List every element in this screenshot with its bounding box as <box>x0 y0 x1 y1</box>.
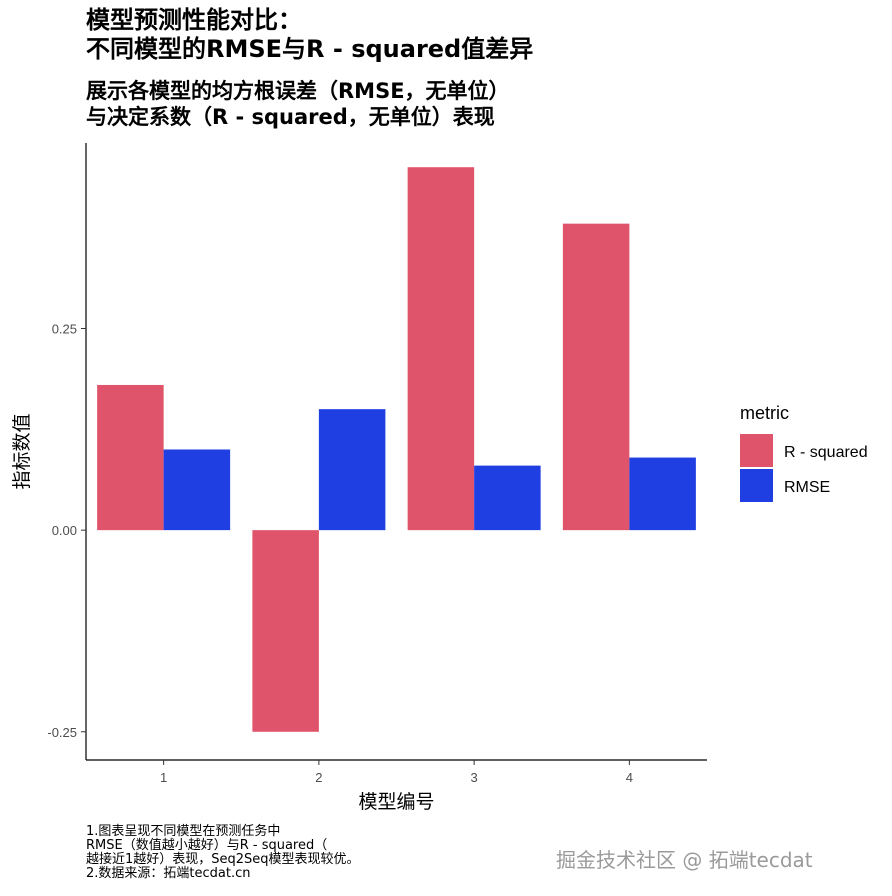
legend-swatch-rmse <box>740 469 773 502</box>
legend-label-r-squared: R - squared <box>784 444 868 461</box>
chart-subtitle-line-1: 展示各模型的均方根误差（RMSE，无单位） <box>86 79 510 103</box>
bar-rmse-model-4 <box>629 457 696 531</box>
y-tick-label: 0.25 <box>52 322 77 337</box>
chart-caption: 1.图表呈现不同模型在预测任务中 RMSE（数值越小越好）与R - square… <box>86 825 360 881</box>
x-tick-label: 2 <box>315 770 322 785</box>
bar-r-squared-model-2 <box>252 530 319 732</box>
legend-swatch-r-squared <box>740 434 773 467</box>
y-axis-label: 指标数值 <box>11 413 33 489</box>
bars-group <box>97 167 696 732</box>
chart-title: 模型预测性能对比： 不同模型的RMSE与R - squared值差异 <box>86 6 533 64</box>
x-tick-label: 3 <box>471 770 478 785</box>
chart-title-line-2: 不同模型的RMSE与R - squared值差异 <box>86 35 534 63</box>
bar-rmse-model-1 <box>163 449 231 531</box>
y-tick-label: 0.00 <box>52 523 77 538</box>
y-tick-label: -0.25 <box>47 725 77 740</box>
x-ticks-group: 1 2 3 4 <box>160 760 633 785</box>
x-axis-label: 模型编号 <box>358 791 434 813</box>
caption-line-2: RMSE（数值越小越好）与R - squared（ <box>86 838 328 853</box>
legend: metric R - squared RMSE <box>740 403 868 502</box>
chart-subtitle-line-2: 与决定系数（R - squared，无单位）表现 <box>86 105 495 129</box>
caption-line-1: 1.图表呈现不同模型在预测任务中 <box>86 824 281 839</box>
legend-title: metric <box>740 403 789 423</box>
x-tick-label: 4 <box>626 770 633 785</box>
legend-label-rmse: RMSE <box>784 479 830 496</box>
chart-title-line-1: 模型预测性能对比： <box>86 6 302 34</box>
chart-subtitle: 展示各模型的均方根误差（RMSE，无单位） 与决定系数（R - squared，… <box>86 78 510 130</box>
bar-r-squared-model-3 <box>407 167 475 531</box>
bar-r-squared-model-1 <box>97 384 164 531</box>
caption-line-4: 2.数据来源：拓端tecdat.cn <box>86 866 251 881</box>
bar-rmse-model-3 <box>474 465 541 531</box>
y-ticks-group: -0.25 0.00 0.25 <box>47 322 86 740</box>
caption-line-3: 越接近1越好）表现，Seq2Seq模型表现较优。 <box>86 852 360 867</box>
watermark: 掘金技术社区 @ 拓端tecdat <box>556 848 813 872</box>
bar-rmse-model-2 <box>318 409 386 531</box>
x-tick-label: 1 <box>160 770 167 785</box>
bar-r-squared-model-4 <box>562 223 630 531</box>
